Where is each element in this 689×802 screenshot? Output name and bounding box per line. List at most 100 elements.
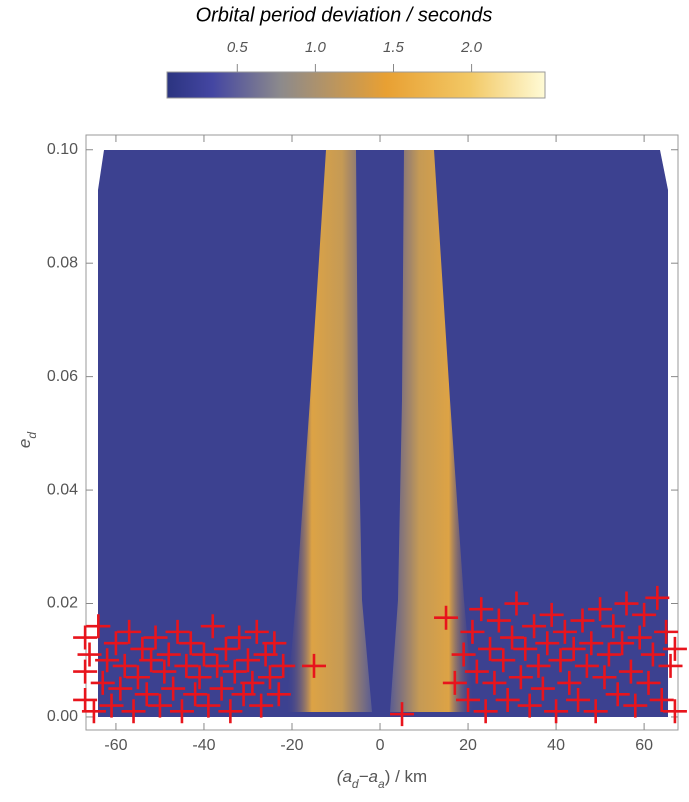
cross-marker — [522, 614, 547, 639]
cross-marker — [99, 693, 124, 718]
cross-marker — [605, 682, 630, 707]
cross-marker — [610, 631, 635, 656]
cross-marker — [508, 665, 533, 690]
cross-marker — [134, 682, 159, 707]
cross-marker — [121, 699, 146, 724]
cross-marker — [618, 659, 643, 684]
y-tick-label: 0.10 — [47, 141, 78, 158]
density-background — [98, 150, 668, 717]
cross-marker — [566, 687, 591, 712]
cross-marker — [165, 619, 190, 644]
cross-marker — [517, 693, 542, 718]
cross-marker — [654, 619, 679, 644]
cross-marker — [86, 614, 111, 639]
cross-marker — [125, 665, 150, 690]
cross-marker — [636, 670, 661, 695]
cross-marker — [156, 642, 181, 667]
cross-marker — [103, 631, 128, 656]
cross-marker — [90, 670, 115, 695]
x-tick-label: -40 — [192, 737, 215, 754]
cross-marker — [191, 642, 216, 667]
y-tick-label: 0.02 — [47, 595, 78, 612]
cross-marker — [161, 676, 186, 701]
cross-marker — [601, 614, 626, 639]
cross-marker — [574, 653, 599, 678]
cross-marker — [456, 687, 481, 712]
cross-marker — [213, 636, 238, 661]
cross-marker — [108, 676, 133, 701]
cross-marker — [662, 636, 687, 661]
cross-marker — [240, 670, 265, 695]
cross-marker — [473, 699, 498, 724]
cross-marker — [583, 699, 608, 724]
cross-marker — [187, 665, 212, 690]
cross-marker — [218, 699, 243, 724]
cross-marker — [570, 608, 595, 633]
cross-marker — [209, 676, 234, 701]
cross-marker — [112, 653, 137, 678]
colorbar-tick-label: 1.5 — [383, 39, 405, 56]
cross-marker — [464, 659, 489, 684]
cross-marker — [469, 597, 494, 622]
cross-marker — [249, 693, 274, 718]
cross-marker — [640, 642, 665, 667]
label-part: d — [352, 777, 359, 791]
cross-marker — [147, 693, 172, 718]
cross-marker — [561, 636, 586, 661]
cross-marker — [539, 602, 564, 627]
cross-marker — [579, 631, 604, 656]
cross-marker — [482, 670, 507, 695]
x-tick-label: -20 — [280, 737, 303, 754]
cross-marker — [526, 653, 551, 678]
cross-marker — [73, 659, 98, 684]
cross-marker — [623, 693, 648, 718]
cross-marker — [588, 597, 613, 622]
cross-marker — [169, 699, 194, 724]
cross-marker — [183, 682, 208, 707]
y-tick-label: 0.06 — [47, 368, 78, 385]
cross-marker — [530, 676, 555, 701]
label-part: a — [378, 777, 385, 791]
cross-marker — [495, 687, 520, 712]
cross-marker — [235, 648, 260, 673]
plot-frame — [85, 134, 679, 731]
y-tick-label: 0.00 — [47, 708, 78, 725]
cross-marker — [632, 602, 657, 627]
cross-marker — [478, 636, 503, 661]
cross-marker — [257, 665, 282, 690]
density-band — [390, 150, 474, 712]
cross-marker — [614, 591, 639, 616]
cross-marker — [535, 631, 560, 656]
cross-marker — [544, 699, 569, 724]
x-axis-label: (ad−aa) / km — [337, 767, 427, 791]
cross-marker — [271, 653, 296, 678]
cross-marker — [491, 648, 516, 673]
cross-marker — [266, 682, 291, 707]
cross-marker — [451, 642, 476, 667]
y-tick-label: 0.04 — [47, 481, 78, 498]
colorbar — [166, 71, 546, 99]
cross-marker — [390, 702, 415, 727]
cross-marker — [552, 619, 577, 644]
cross-marker — [117, 619, 142, 644]
cross-marker — [81, 699, 106, 724]
cross-marker — [178, 631, 203, 656]
density-band — [286, 150, 372, 712]
label-part: ) / km — [385, 767, 428, 786]
colorbar-tick-label: 1.0 — [305, 39, 327, 56]
cross-marker — [557, 670, 582, 695]
cross-marker — [95, 648, 120, 673]
cross-marker — [627, 625, 652, 650]
cross-marker — [73, 625, 98, 650]
cross-marker — [205, 653, 230, 678]
cross-marker — [152, 659, 177, 684]
cross-marker — [662, 699, 687, 724]
cross-marker — [200, 614, 225, 639]
label-part: e — [15, 439, 34, 448]
cross-marker — [222, 659, 247, 684]
cross-marker — [504, 591, 529, 616]
cross-marker — [645, 585, 670, 610]
cross-marker — [77, 642, 102, 667]
